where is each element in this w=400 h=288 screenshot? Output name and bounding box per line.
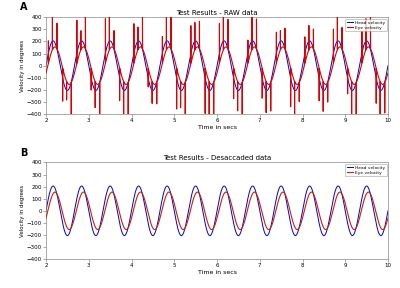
Line: Head velocity: Head velocity: [46, 186, 388, 236]
Head velocity: [44, 64, 48, 67]
Head velocity: [386, 64, 390, 67]
Head velocity: [358, 203, 363, 206]
Eye velocity: [206, 224, 211, 227]
Head velocity: [136, 184, 141, 188]
Head velocity: [188, 202, 192, 205]
Head velocity: [136, 39, 141, 43]
Eye velocity: [152, 228, 157, 231]
Title: Test Results - Desaccaded data: Test Results - Desaccaded data: [163, 155, 271, 161]
Text: B: B: [20, 147, 28, 158]
Head velocity: [375, 83, 380, 86]
Head velocity: [65, 89, 70, 92]
Head velocity: [206, 88, 211, 91]
Eye velocity: [188, 211, 192, 215]
Text: A: A: [20, 2, 28, 12]
Eye velocity: [50, 16, 55, 19]
Head velocity: [188, 57, 192, 60]
Head velocity: [358, 58, 363, 61]
X-axis label: Time in secs: Time in secs: [198, 270, 236, 275]
Y-axis label: Velocity in degrees: Velocity in degrees: [20, 40, 25, 92]
Eye velocity: [190, 200, 195, 204]
Head velocity: [206, 233, 211, 236]
Head velocity: [190, 45, 195, 48]
Line: Head velocity: Head velocity: [46, 41, 388, 90]
Legend: Head velocity, Eye velocity: Head velocity, Eye velocity: [345, 19, 387, 31]
Title: Test Results - RAW data: Test Results - RAW data: [176, 10, 258, 16]
Eye velocity: [44, 71, 48, 75]
Eye velocity: [110, 190, 114, 194]
Eye velocity: [292, 225, 297, 228]
Eye velocity: [292, 112, 297, 116]
X-axis label: Time in secs: Time in secs: [198, 125, 236, 130]
Head velocity: [190, 190, 195, 193]
Head velocity: [375, 228, 380, 231]
Y-axis label: Velocity in degrees: Velocity in degrees: [20, 185, 25, 237]
Line: Eye velocity: Eye velocity: [46, 192, 388, 230]
Eye velocity: [44, 216, 48, 220]
Eye velocity: [358, 67, 363, 70]
Legend: Head velocity, Eye velocity: Head velocity, Eye velocity: [345, 164, 387, 177]
Head velocity: [292, 234, 297, 237]
Eye velocity: [386, 71, 390, 75]
Eye velocity: [190, 55, 195, 58]
Eye velocity: [69, 112, 74, 116]
Head velocity: [65, 234, 70, 237]
Eye velocity: [375, 217, 380, 221]
Eye velocity: [188, 66, 192, 69]
Eye velocity: [206, 79, 211, 82]
Head velocity: [44, 209, 48, 213]
Head velocity: [292, 88, 297, 92]
Eye velocity: [375, 72, 380, 76]
Head velocity: [386, 209, 390, 213]
Eye velocity: [358, 212, 363, 215]
Line: Eye velocity: Eye velocity: [46, 17, 388, 114]
Eye velocity: [386, 216, 390, 220]
